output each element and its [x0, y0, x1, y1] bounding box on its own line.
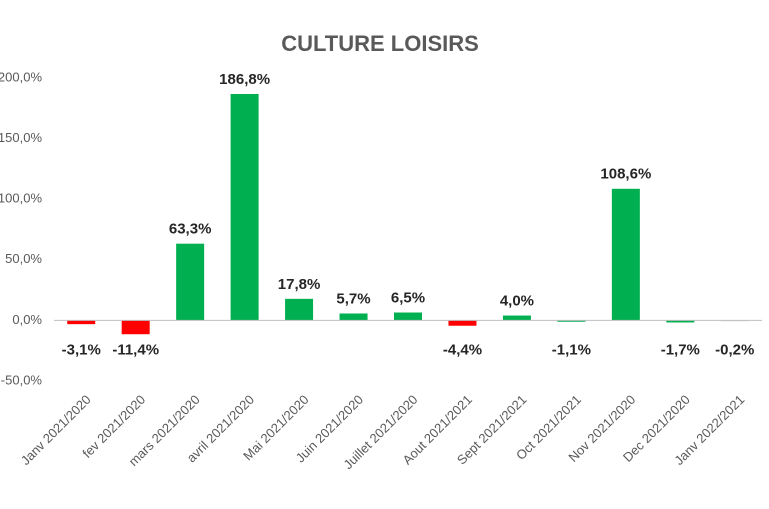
y-tick-label: -50,0%: [1, 372, 43, 387]
value-label: 108,6%: [600, 166, 651, 183]
chart-title: CULTURE LOISIRS: [281, 31, 479, 56]
bar: [502, 315, 531, 321]
bar: [394, 312, 422, 321]
bar: [121, 320, 150, 335]
bar: [611, 188, 640, 321]
value-label: -1,1%: [552, 341, 591, 358]
bar: [448, 320, 477, 326]
bar: [339, 313, 368, 321]
value-label: -11,4%: [112, 341, 159, 358]
bar: [557, 320, 586, 322]
value-label: -3,1%: [62, 341, 101, 358]
y-tick-label: 200,0%: [0, 69, 42, 84]
value-label: -1,7%: [661, 341, 700, 358]
bar: [666, 320, 695, 323]
value-label: 5,7%: [336, 290, 370, 307]
value-label: 4,0%: [500, 293, 534, 310]
value-label: -4,4%: [443, 341, 482, 358]
value-label: 6,5%: [391, 289, 425, 306]
y-tick-label: 50,0%: [5, 251, 42, 266]
value-label: 186,8%: [219, 71, 270, 88]
y-tick-label: 150,0%: [0, 130, 42, 145]
bar: [230, 93, 259, 321]
bar: [285, 298, 314, 321]
bar: [67, 320, 96, 325]
x-tick-label: Janv 2021/2020: [18, 392, 94, 468]
bar: [176, 243, 205, 321]
value-label: -0,2%: [715, 341, 754, 358]
y-tick-label: 100,0%: [0, 191, 42, 206]
value-label: 17,8%: [278, 276, 321, 293]
value-label: 63,3%: [169, 221, 212, 238]
y-tick-label: 0,0%: [12, 312, 42, 327]
